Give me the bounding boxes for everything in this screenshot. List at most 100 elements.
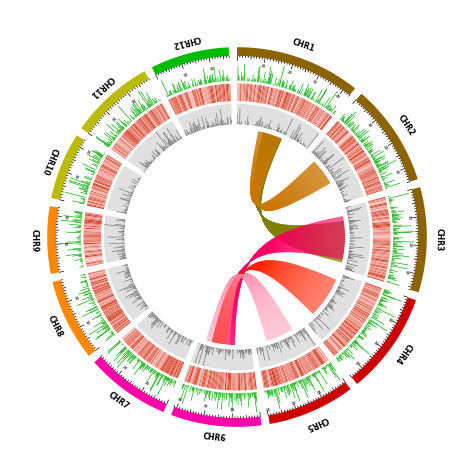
Polygon shape [96, 310, 101, 313]
Polygon shape [312, 152, 316, 155]
Polygon shape [392, 229, 395, 230]
Polygon shape [308, 374, 310, 378]
Polygon shape [102, 325, 109, 330]
Polygon shape [171, 358, 180, 376]
Polygon shape [285, 337, 290, 346]
Polygon shape [135, 287, 138, 289]
Polygon shape [330, 175, 331, 176]
Polygon shape [266, 368, 272, 387]
Polygon shape [277, 387, 278, 388]
Polygon shape [272, 388, 273, 395]
Polygon shape [114, 143, 130, 155]
Polygon shape [124, 242, 126, 243]
Polygon shape [129, 267, 130, 268]
Polygon shape [370, 210, 389, 215]
Polygon shape [122, 348, 130, 356]
Polygon shape [390, 264, 397, 266]
Polygon shape [233, 392, 234, 394]
Polygon shape [191, 385, 193, 391]
Polygon shape [155, 371, 160, 379]
Polygon shape [82, 219, 83, 220]
Polygon shape [376, 162, 388, 168]
Polygon shape [237, 348, 238, 351]
Polygon shape [120, 198, 131, 202]
Polygon shape [377, 166, 386, 171]
Polygon shape [147, 108, 149, 110]
Polygon shape [299, 100, 309, 118]
Polygon shape [228, 392, 229, 395]
Polygon shape [83, 264, 84, 265]
Polygon shape [310, 321, 314, 326]
Polygon shape [93, 175, 95, 176]
Polygon shape [149, 312, 155, 319]
Polygon shape [374, 163, 379, 166]
Polygon shape [362, 328, 365, 332]
Polygon shape [367, 148, 373, 153]
Polygon shape [83, 266, 85, 267]
Polygon shape [220, 347, 221, 352]
Polygon shape [117, 139, 133, 152]
Polygon shape [365, 189, 383, 196]
Polygon shape [389, 267, 390, 268]
Polygon shape [375, 164, 382, 167]
Polygon shape [164, 323, 167, 328]
Polygon shape [132, 286, 137, 289]
Polygon shape [160, 101, 161, 102]
Polygon shape [113, 145, 129, 157]
Polygon shape [369, 264, 388, 269]
Polygon shape [271, 343, 273, 346]
Polygon shape [226, 392, 228, 400]
Polygon shape [107, 324, 109, 326]
Polygon shape [247, 123, 248, 126]
Polygon shape [263, 369, 268, 388]
Polygon shape [292, 85, 295, 92]
Polygon shape [304, 353, 315, 370]
Polygon shape [141, 360, 144, 364]
Polygon shape [258, 75, 260, 83]
Polygon shape [326, 157, 345, 171]
Polygon shape [333, 330, 348, 345]
Polygon shape [255, 124, 256, 127]
Polygon shape [333, 180, 335, 182]
Polygon shape [153, 350, 164, 367]
Polygon shape [91, 186, 110, 193]
Polygon shape [380, 297, 381, 298]
Polygon shape [113, 317, 129, 329]
Polygon shape [220, 391, 221, 398]
Polygon shape [193, 89, 200, 108]
Polygon shape [122, 256, 128, 258]
Polygon shape [372, 232, 391, 234]
Polygon shape [250, 347, 252, 354]
Polygon shape [138, 91, 150, 109]
Polygon shape [134, 354, 136, 355]
Polygon shape [147, 346, 159, 363]
Polygon shape [299, 143, 300, 145]
Polygon shape [277, 127, 280, 133]
Polygon shape [387, 276, 396, 279]
Polygon shape [132, 354, 136, 359]
Polygon shape [125, 237, 126, 238]
Polygon shape [129, 206, 130, 207]
Polygon shape [383, 185, 389, 188]
Polygon shape [366, 321, 371, 325]
Polygon shape [182, 334, 183, 336]
Polygon shape [221, 347, 222, 349]
Polygon shape [121, 235, 126, 236]
Polygon shape [377, 304, 383, 308]
Polygon shape [256, 84, 260, 104]
Polygon shape [231, 392, 232, 398]
Polygon shape [134, 185, 137, 187]
Polygon shape [151, 161, 154, 164]
Polygon shape [389, 265, 407, 269]
Polygon shape [278, 340, 279, 341]
Polygon shape [375, 306, 382, 310]
Polygon shape [374, 157, 385, 164]
Polygon shape [340, 323, 356, 336]
Polygon shape [231, 392, 232, 402]
Polygon shape [137, 357, 140, 362]
Polygon shape [103, 316, 104, 317]
Polygon shape [360, 136, 370, 143]
Polygon shape [338, 188, 342, 191]
Polygon shape [178, 333, 181, 336]
Polygon shape [104, 305, 121, 316]
